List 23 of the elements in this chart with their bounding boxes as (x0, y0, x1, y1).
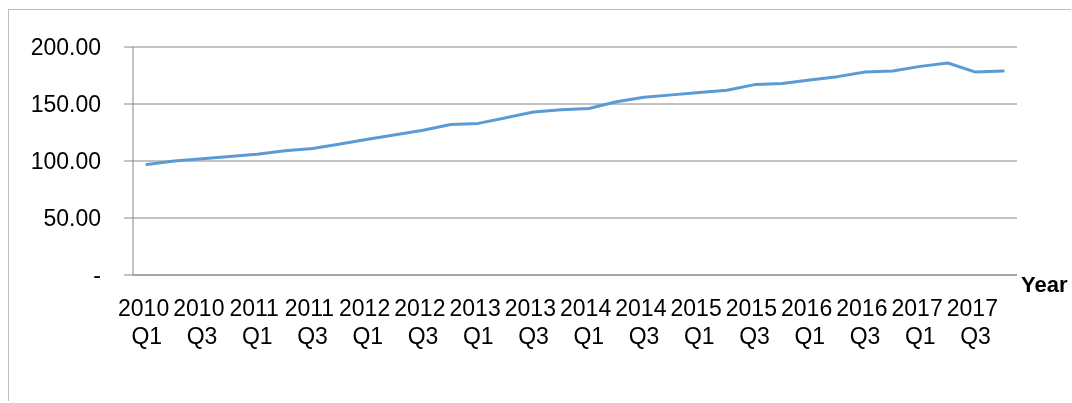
x-tick-label: 2015 Q1 (670, 295, 722, 349)
x-tick-label: 2013 Q1 (449, 295, 501, 349)
y-tick-label: 200.00 (30, 34, 101, 61)
line-series (145, 61, 1005, 166)
x-tick-label: 2017 Q1 (891, 295, 943, 349)
y-tick-label: - (93, 262, 101, 289)
x-tick-label: 2010 Q1 (118, 295, 170, 349)
x-tick-label: 2011 Q1 (229, 295, 286, 349)
x-tick-label: 2015 Q3 (725, 295, 777, 349)
x-tick-label: 2012 Q3 (394, 295, 446, 349)
x-tick-label: 2010 Q3 (173, 295, 231, 349)
x-tick-label: 2011 Q3 (284, 295, 341, 349)
x-tick-label: 2013 Q3 (504, 295, 556, 349)
y-tick-label: 150.00 (30, 91, 101, 118)
x-axis-title: Year (1021, 272, 1068, 297)
y-tick-label: 50.00 (43, 205, 101, 232)
x-tick-label: 2016 Q3 (836, 295, 888, 349)
x-tick-label: 2017 Q3 (946, 295, 1005, 349)
x-tick-label: 2016 Q1 (781, 295, 833, 349)
x-tick-label: 2014 Q3 (615, 295, 667, 349)
y-tick-label: 100.00 (30, 148, 101, 175)
x-tick-label: 2014 Q1 (560, 295, 612, 349)
x-tick-label: 2012 Q1 (339, 295, 391, 349)
